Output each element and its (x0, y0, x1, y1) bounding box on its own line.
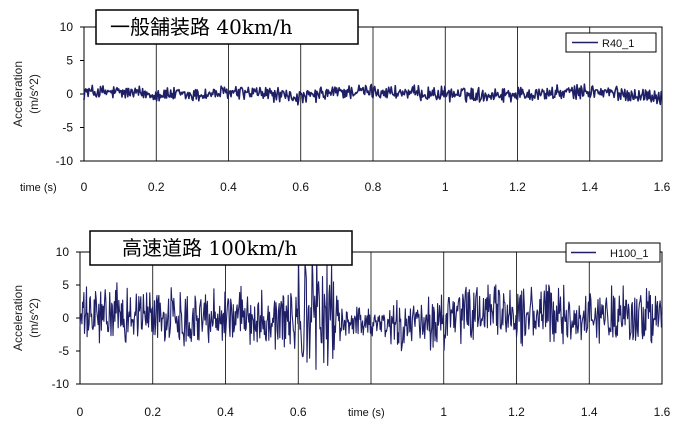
chart-2-x-tick-label: 1.6 (654, 405, 671, 419)
chart-2-x-tick-label: 1 (440, 405, 447, 419)
chart-1-x-tick-label: 0 (81, 180, 88, 194)
chart-1-x-tick-label: 0.6 (292, 180, 309, 194)
chart-2: 10 5 0 -5 -10 0 0.2 0.4 0.6 1 1.2 1.4 1.6 Accelerat… (11, 230, 671, 419)
chart-2-x-tick-label: 0 (77, 405, 84, 419)
chart-1-y-tick-label: -10 (56, 154, 74, 168)
chart-1-x-tick-label: 0.8 (365, 180, 382, 194)
chart-1-title: 一般舗装路 40km/h (110, 15, 293, 39)
chart-2-x-tick-label: 0.6 (290, 405, 307, 419)
chart-1-x-axis-label: time (s) (20, 182, 57, 194)
chart-1-x-tick-label: 1.4 (581, 180, 598, 194)
chart-1-legend-label: R40_1 (602, 38, 634, 50)
chart-1-x-tick-label: 0.4 (220, 180, 237, 194)
chart-1-y-tick-label: 10 (60, 20, 74, 34)
chart-1-x-tick-label: 1.2 (509, 180, 526, 194)
chart-1-x-tick-label: 1 (442, 180, 449, 194)
chart-1-y-tick-label: -5 (62, 121, 73, 135)
chart-2-x-tick-label: 0.2 (144, 405, 161, 419)
chart-1-legend-box (565, 32, 657, 53)
chart-2-x-ticks: 0 0.2 0.4 0.6 1 1.2 1.4 1.6 (77, 405, 671, 419)
chart-1-x-ticks: 0 0.2 0.4 0.6 0.8 1 1.2 1.4 1.6 (81, 180, 671, 194)
chart-2-legend-box (565, 242, 661, 263)
chart-1-title-speed: 40km/h (210, 15, 293, 39)
chart-2-x-axis-label: time (s) (348, 407, 385, 419)
chart-2-x-tick-label: 1.2 (508, 405, 525, 419)
chart-2-y-tick-label: 0 (62, 311, 69, 325)
chart-2-title-road: 高速道路 (122, 236, 202, 260)
chart-2-series-line-H100_1 (79, 252, 663, 370)
chart-2-y-tick-label: -10 (52, 377, 70, 391)
chart-1: 10 5 0 -5 -10 0 0.2 0.4 0.6 0.8 1 1.2 1.4 1.6 Accele… (11, 9, 671, 194)
chart-2-y-tick-label: 5 (62, 278, 69, 292)
chart-1-title-box (95, 9, 359, 45)
chart-2-y-axis-label: Acceleration (11, 285, 25, 351)
chart-2-y-tick-label: -5 (58, 344, 69, 358)
chart-2-x-tick-label: 1.4 (581, 405, 598, 419)
chart-1-y-axis-label: Acceleration (11, 61, 25, 127)
chart-1-x-tick-label: 0.2 (148, 180, 165, 194)
chart-2-title-box (89, 230, 353, 266)
chart-1-title-road: 一般舗装路 (110, 15, 210, 39)
chart-1-y-axis-unit: (m/s^2) (27, 74, 41, 114)
chart-1-series (83, 83, 663, 106)
chart-2-legend-label: H100_1 (610, 248, 649, 260)
chart-1-y-tick-label: 5 (66, 54, 73, 68)
chart-2-x-tick-label: 0.4 (217, 405, 234, 419)
chart-2-y-tick-label: 10 (56, 245, 70, 259)
chart-2-series (79, 252, 663, 370)
chart-1-x-tick-label: 1.6 (654, 180, 671, 194)
chart-2-y-ticks: 10 5 0 -5 -10 (52, 245, 80, 391)
chart-2-title: 高速道路 100km/h (122, 236, 297, 260)
chart-2-title-speed: 100km/h (202, 236, 297, 260)
chart-2-y-axis-unit: (m/s^2) (27, 298, 41, 338)
chart-1-y-tick-label: 0 (66, 87, 73, 101)
chart-1-series-line-R40_1 (83, 83, 663, 106)
chart-1-y-ticks: 10 5 0 -5 -10 (56, 20, 84, 168)
